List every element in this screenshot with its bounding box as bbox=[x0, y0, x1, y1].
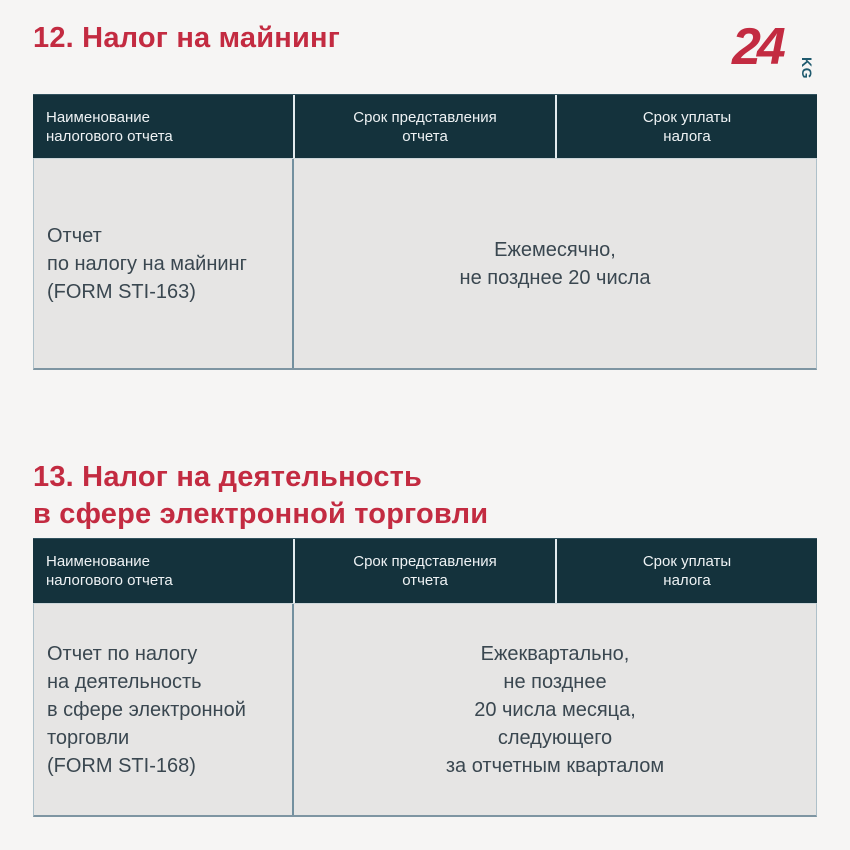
header-payment-deadline: Срок уплаты налога bbox=[555, 95, 817, 158]
logo-24-icon: 24 bbox=[732, 18, 786, 76]
logo-24kg: 24 KG bbox=[732, 20, 818, 80]
table-header-row: Наименование налогового отчета Срок пред… bbox=[33, 94, 817, 158]
table-header-row: Наименование налогового отчета Срок пред… bbox=[33, 538, 817, 603]
header-payment-deadline: Срок уплаты налога bbox=[555, 539, 817, 603]
header-report-name: Наименование налогового отчета bbox=[46, 553, 173, 589]
cell-report-name: Отчет по налогу на деятельность в сфере … bbox=[34, 604, 294, 815]
cell-deadline-merged: Ежеквартально, не позднее 20 числа месяц… bbox=[445, 642, 665, 777]
logo-kg-label: KG bbox=[799, 57, 815, 79]
section-title-ecommerce-tax: 13. Налог на деятельность в сфере электр… bbox=[33, 461, 489, 530]
header-submission-deadline: Срок представления отчета bbox=[293, 539, 555, 603]
section-title-mining-tax: 12. Налог на майнинг bbox=[33, 22, 340, 54]
table-row: Отчет по налогу на майнинг (FORM STI-163… bbox=[33, 158, 817, 370]
table-row: Отчет по налогу на деятельность в сфере … bbox=[33, 603, 817, 817]
ecommerce-tax-table: Наименование налогового отчета Срок пред… bbox=[33, 538, 817, 817]
cell-deadline-merged: Ежемесячно, не позднее 20 числа bbox=[459, 238, 651, 289]
header-report-name: Наименование налогового отчета bbox=[46, 108, 173, 145]
cell-report-name: Отчет по налогу на майнинг (FORM STI-163… bbox=[34, 159, 294, 368]
mining-tax-table: Наименование налогового отчета Срок пред… bbox=[33, 94, 817, 370]
header-submission-deadline: Срок представления отчета bbox=[293, 95, 555, 158]
